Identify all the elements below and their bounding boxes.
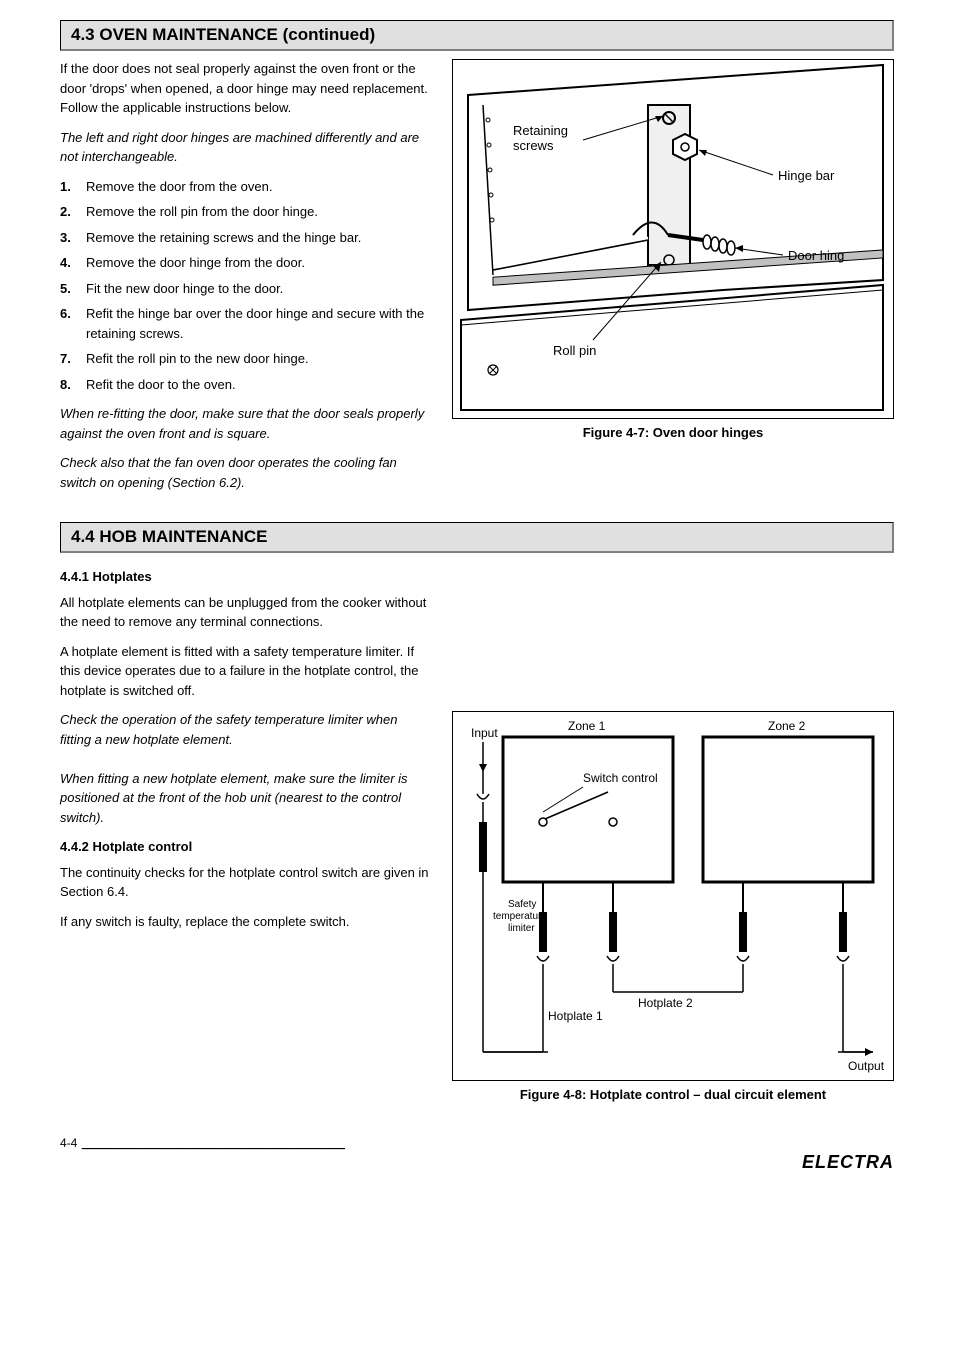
svg-text:Hinge bar: Hinge bar <box>778 168 835 183</box>
step-3: 3.Remove the retaining screws and the hi… <box>60 228 432 248</box>
para-note-hinges: The left and right door hinges are machi… <box>60 128 432 167</box>
section-header-4-3: 4.3 OVEN MAINTENANCE (continued) <box>60 20 894 51</box>
section-4-3-text: If the door does not seal properly again… <box>60 59 432 502</box>
page-footer: 4-4 ____________________________________… <box>60 1134 894 1173</box>
footer-logo: ELECTRA <box>60 1152 894 1173</box>
svg-text:Zone 1: Zone 1 <box>568 719 606 733</box>
sub-4-4-2: 4.4.2 Hotplate control <box>60 837 432 857</box>
svg-text:Output: Output <box>848 1059 885 1073</box>
step-5: 5.Fit the new door hinge to the door. <box>60 279 432 299</box>
footer-line: ________________________________________… <box>82 1138 345 1150</box>
para-fan-note: Check also that the fan oven door operat… <box>60 453 432 492</box>
svg-text:temperature: temperature <box>493 911 547 922</box>
step-8: 8.Refit the door to the oven. <box>60 375 432 395</box>
figure-4-8: Input Switch control Zone 1 <box>452 711 894 1081</box>
para-intro: If the door does not seal properly again… <box>60 59 432 118</box>
svg-text:Hotplate 1: Hotplate 1 <box>548 1009 603 1023</box>
svg-text:Safety: Safety <box>508 899 536 910</box>
svg-text:Roll pin: Roll pin <box>553 343 596 358</box>
para-441b: A hotplate element is fitted with a safe… <box>60 642 432 701</box>
figure-4-8-caption: Figure 4-8: Hotplate control – dual circ… <box>452 1087 894 1104</box>
figure-4-7-caption: Figure 4-7: Oven door hinges <box>452 425 894 442</box>
svg-text:Hotplate 2: Hotplate 2 <box>638 996 693 1010</box>
svg-text:Door hing: Door hing <box>788 248 844 263</box>
para-442a: The continuity checks for the hotplate c… <box>60 863 432 902</box>
sub-4-4-1: 4.4.1 Hotplates <box>60 567 432 587</box>
step-2: 2.Remove the roll pin from the door hing… <box>60 202 432 222</box>
para-441c: Check the operation of the safety temper… <box>60 710 432 827</box>
svg-text:Retaining: Retaining <box>513 123 568 138</box>
figure-4-7: Retaining screws Hinge bar Door hing Rol… <box>452 59 894 419</box>
svg-text:limiter: limiter <box>508 923 535 934</box>
para-441a: All hotplate elements can be unplugged f… <box>60 593 432 632</box>
svg-text:Switch control: Switch control <box>583 771 658 785</box>
section-4-4-text: 4.4.1 Hotplates All hotplate elements ca… <box>60 561 432 1104</box>
step-1: 1.Remove the door from the oven. <box>60 177 432 197</box>
page-number: 4-4 <box>60 1136 77 1150</box>
svg-text:Input: Input <box>471 726 498 740</box>
step-7: 7.Refit the roll pin to the new door hin… <box>60 349 432 369</box>
svg-text:screws: screws <box>513 138 554 153</box>
step-6: 6.Refit the hinge bar over the door hing… <box>60 304 432 343</box>
para-refit-note: When re-fitting the door, make sure that… <box>60 404 432 443</box>
para-442b: If any switch is faulty, replace the com… <box>60 912 432 932</box>
step-4: 4.Remove the door hinge from the door. <box>60 253 432 273</box>
section-header-4-4: 4.4 HOB MAINTENANCE <box>60 522 894 553</box>
svg-text:Zone 2: Zone 2 <box>768 719 806 733</box>
